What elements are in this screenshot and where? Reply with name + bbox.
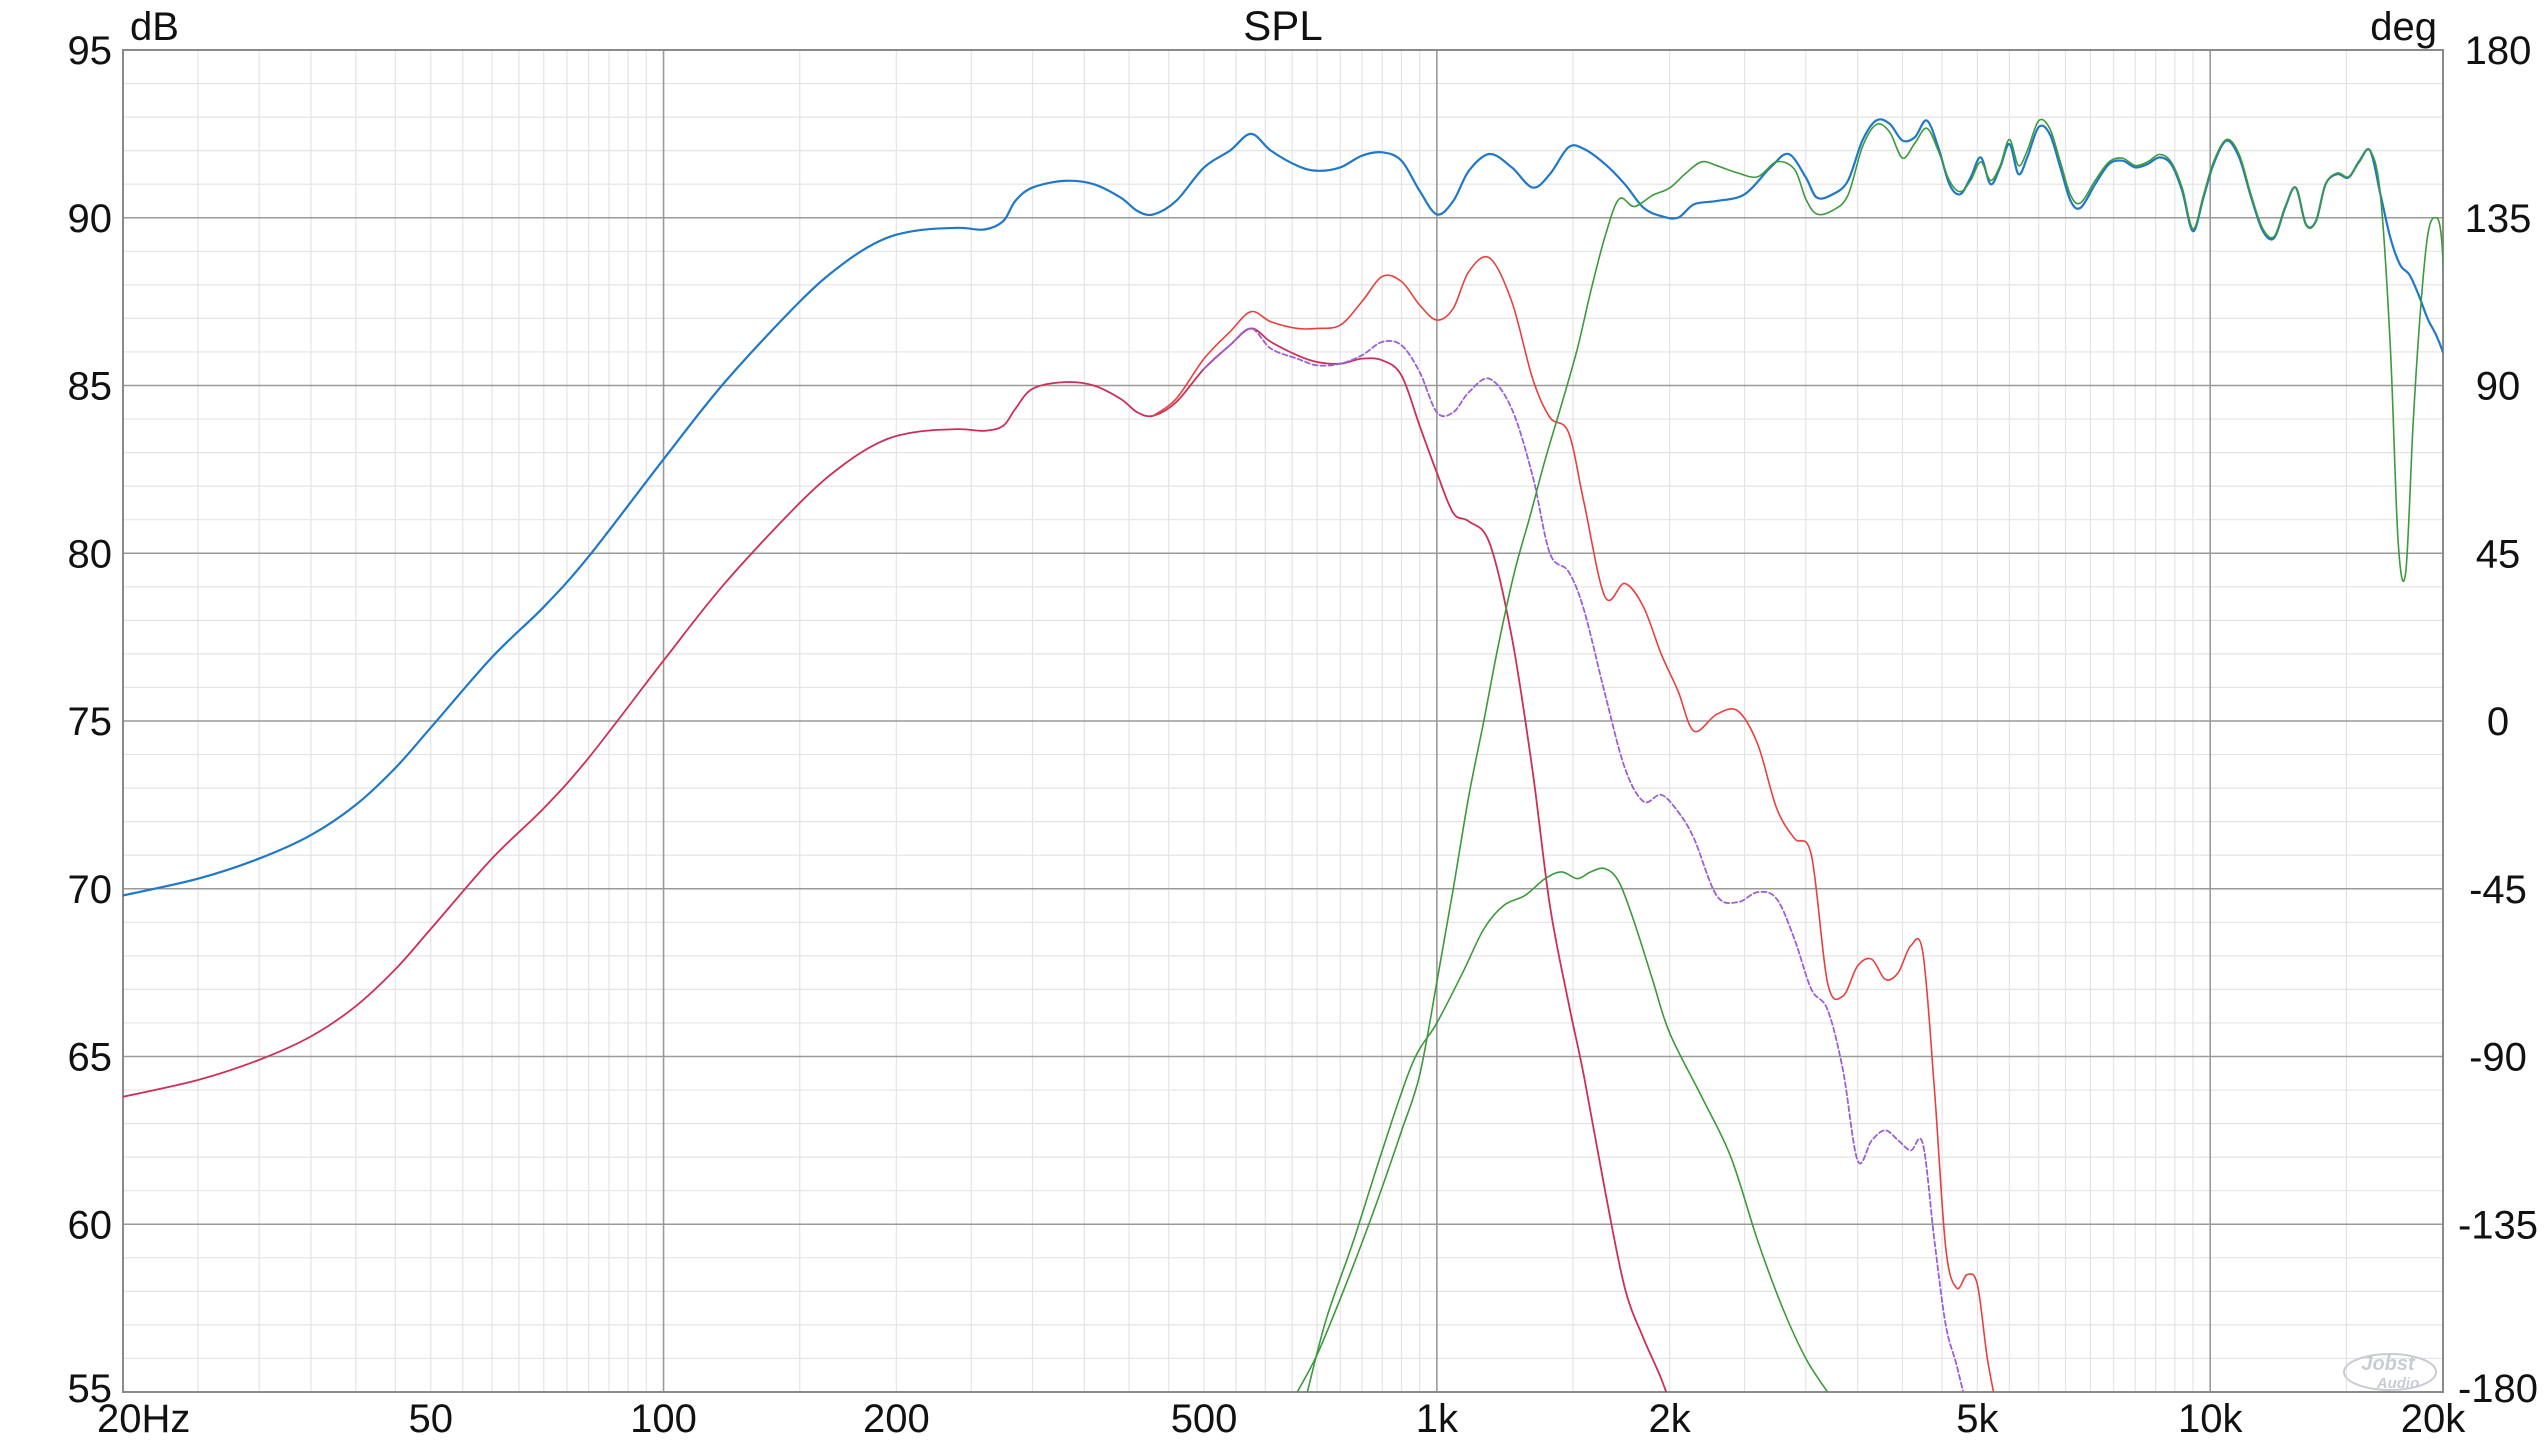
y-tick-label: 75 xyxy=(68,700,113,744)
series-line-violet_dashed_sum xyxy=(1203,327,1965,1392)
x-tick-label: 5k xyxy=(1956,1397,1999,1440)
plot-frame xyxy=(122,49,2444,1393)
series-layer xyxy=(123,118,2443,1392)
y-tick-label: 95 xyxy=(68,29,113,73)
svg-text:Jobst: Jobst xyxy=(2361,1353,2416,1375)
series-line-red_woofer_raw xyxy=(1152,255,1995,1392)
y2-tick-label: 0 xyxy=(2487,700,2509,744)
y-tick-label: 70 xyxy=(68,868,113,912)
x-tick-label: 50 xyxy=(408,1397,453,1440)
left-y-tick-labels: 95 90 85 80 75 70 65 60 55 xyxy=(68,29,113,1411)
y-tick-label: 80 xyxy=(68,532,113,576)
x-tick-label: 20k xyxy=(2401,1397,2466,1440)
x-tick-labels: 20Hz 50 100 200 500 1k 2k 5k 10k 20k xyxy=(97,1397,2466,1440)
series-line-green_tweeter_spl xyxy=(1306,867,1829,1392)
x-tick-label: 20Hz xyxy=(97,1397,190,1440)
watermark-logo: Jobst Audio xyxy=(2343,1353,2437,1392)
svg-text:Audio: Audio xyxy=(2376,1375,2420,1392)
y-tick-label: 90 xyxy=(68,197,113,241)
y-tick-label: 85 xyxy=(68,365,113,409)
x-tick-label: 10k xyxy=(2178,1397,2243,1440)
x-tick-label: 200 xyxy=(863,1397,930,1440)
x-tick-label: 2k xyxy=(1649,1397,1692,1440)
x-tick-label: 1k xyxy=(1416,1397,1459,1440)
major-gridlines xyxy=(123,50,2443,1392)
y2-tick-label: 90 xyxy=(2476,365,2521,409)
y2-tick-label: -90 xyxy=(2469,1036,2527,1080)
y2-tick-label: 180 xyxy=(2465,29,2532,73)
x-tick-label: 100 xyxy=(630,1397,697,1440)
y-tick-label: 60 xyxy=(68,1203,113,1247)
right-axis-unit: deg xyxy=(2370,5,2437,49)
y2-tick-label: -135 xyxy=(2458,1203,2538,1247)
y2-tick-label: -45 xyxy=(2469,868,2527,912)
left-axis-unit: dB xyxy=(130,5,179,49)
series-line-crimson_woofer_lp xyxy=(123,327,1668,1392)
y-tick-label: 65 xyxy=(68,1036,113,1080)
chart-title: SPL xyxy=(1243,2,1322,49)
y2-tick-label: -180 xyxy=(2458,1367,2538,1411)
y-tick-label: 55 xyxy=(68,1367,113,1411)
y2-tick-label: 135 xyxy=(2465,197,2532,241)
x-tick-label: 500 xyxy=(1171,1397,1238,1440)
right-y-tick-labels: 180 135 90 45 0 -45 -90 -135 -180 xyxy=(2458,29,2538,1411)
series-line-green_tweeter_phase xyxy=(1296,118,2443,1392)
y2-tick-label: 45 xyxy=(2476,532,2521,576)
